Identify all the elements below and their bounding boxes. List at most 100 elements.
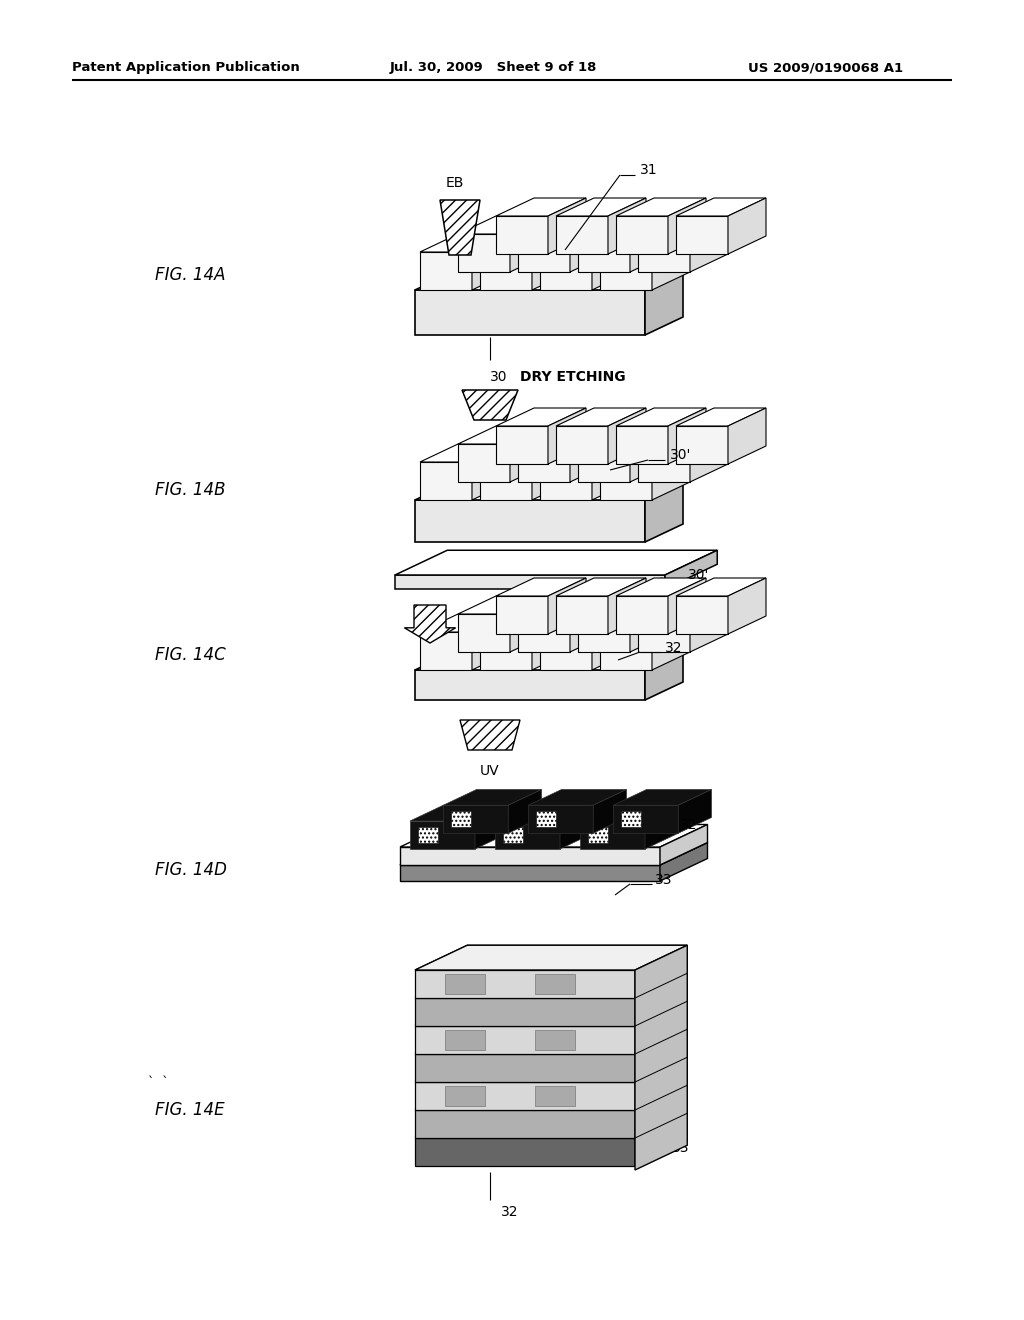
Polygon shape [415, 1030, 687, 1053]
Text: 33: 33 [655, 873, 673, 887]
Polygon shape [440, 201, 480, 255]
Polygon shape [592, 614, 630, 671]
Polygon shape [678, 789, 712, 833]
Polygon shape [458, 426, 548, 444]
Polygon shape [676, 597, 728, 634]
Polygon shape [415, 652, 683, 671]
Polygon shape [518, 234, 570, 272]
Polygon shape [600, 614, 690, 632]
Polygon shape [418, 828, 438, 843]
Polygon shape [592, 444, 630, 500]
Text: 30: 30 [490, 370, 508, 384]
Polygon shape [445, 974, 485, 994]
Polygon shape [458, 444, 510, 482]
Polygon shape [415, 1053, 635, 1082]
Polygon shape [652, 614, 690, 671]
Polygon shape [556, 597, 608, 634]
Polygon shape [420, 614, 510, 632]
Polygon shape [608, 198, 646, 253]
Polygon shape [556, 578, 646, 597]
Polygon shape [415, 973, 687, 998]
Polygon shape [510, 597, 548, 652]
Polygon shape [660, 842, 708, 880]
Polygon shape [458, 597, 548, 614]
Polygon shape [462, 389, 518, 420]
Polygon shape [540, 252, 592, 290]
Polygon shape [495, 821, 560, 849]
Polygon shape [600, 444, 690, 462]
Text: DRY ETCHING: DRY ETCHING [520, 370, 626, 384]
Polygon shape [638, 426, 728, 444]
Polygon shape [415, 500, 645, 543]
Polygon shape [578, 614, 630, 652]
Polygon shape [510, 426, 548, 482]
Text: FIG. 14D: FIG. 14D [155, 861, 227, 879]
Polygon shape [528, 789, 627, 805]
Polygon shape [652, 444, 690, 500]
Polygon shape [508, 789, 542, 833]
Polygon shape [496, 198, 586, 216]
Polygon shape [480, 614, 570, 632]
Polygon shape [616, 216, 668, 253]
Polygon shape [635, 973, 687, 1026]
Text: 33: 33 [672, 1140, 689, 1155]
Polygon shape [415, 1057, 687, 1082]
Polygon shape [480, 462, 532, 500]
Text: US 2009/0190068 A1: US 2009/0190068 A1 [748, 62, 903, 74]
Polygon shape [556, 216, 608, 253]
Polygon shape [540, 444, 630, 462]
Text: EB: EB [445, 176, 464, 190]
Polygon shape [548, 408, 586, 465]
Polygon shape [540, 632, 592, 671]
Polygon shape [535, 974, 575, 994]
Polygon shape [578, 426, 668, 444]
Polygon shape [728, 198, 766, 253]
Polygon shape [510, 216, 548, 272]
Polygon shape [458, 614, 510, 652]
Polygon shape [638, 234, 690, 272]
Polygon shape [410, 805, 508, 821]
Polygon shape [532, 444, 570, 500]
Polygon shape [676, 578, 766, 597]
Polygon shape [415, 945, 687, 970]
Polygon shape [616, 597, 668, 634]
Polygon shape [415, 1138, 635, 1166]
Polygon shape [495, 805, 593, 821]
Polygon shape [420, 252, 472, 290]
Polygon shape [578, 444, 630, 482]
Polygon shape [415, 671, 645, 700]
Text: 30': 30' [670, 447, 691, 462]
Polygon shape [616, 198, 706, 216]
Polygon shape [676, 198, 766, 216]
Polygon shape [480, 234, 570, 252]
Polygon shape [535, 1086, 575, 1106]
Polygon shape [616, 578, 706, 597]
Polygon shape [420, 462, 472, 500]
Polygon shape [535, 1030, 575, 1049]
Polygon shape [600, 462, 652, 500]
Polygon shape [445, 1086, 485, 1106]
Text: 31: 31 [640, 162, 657, 177]
Polygon shape [578, 216, 668, 234]
Polygon shape [415, 970, 635, 998]
Polygon shape [443, 789, 542, 805]
Polygon shape [592, 234, 630, 290]
Polygon shape [676, 216, 728, 253]
Polygon shape [635, 945, 687, 1170]
Polygon shape [415, 1110, 635, 1138]
Polygon shape [616, 426, 668, 465]
Text: FIG. 14E: FIG. 14E [155, 1101, 224, 1119]
Polygon shape [443, 805, 508, 833]
Polygon shape [635, 1002, 687, 1053]
Polygon shape [460, 719, 520, 750]
Text: 32: 32 [680, 818, 697, 832]
Polygon shape [400, 865, 660, 880]
Polygon shape [472, 444, 510, 500]
Polygon shape [537, 812, 556, 828]
Polygon shape [676, 408, 766, 426]
Polygon shape [395, 550, 717, 576]
Polygon shape [415, 272, 683, 290]
Polygon shape [480, 252, 532, 290]
Polygon shape [503, 828, 523, 843]
Polygon shape [410, 821, 475, 849]
